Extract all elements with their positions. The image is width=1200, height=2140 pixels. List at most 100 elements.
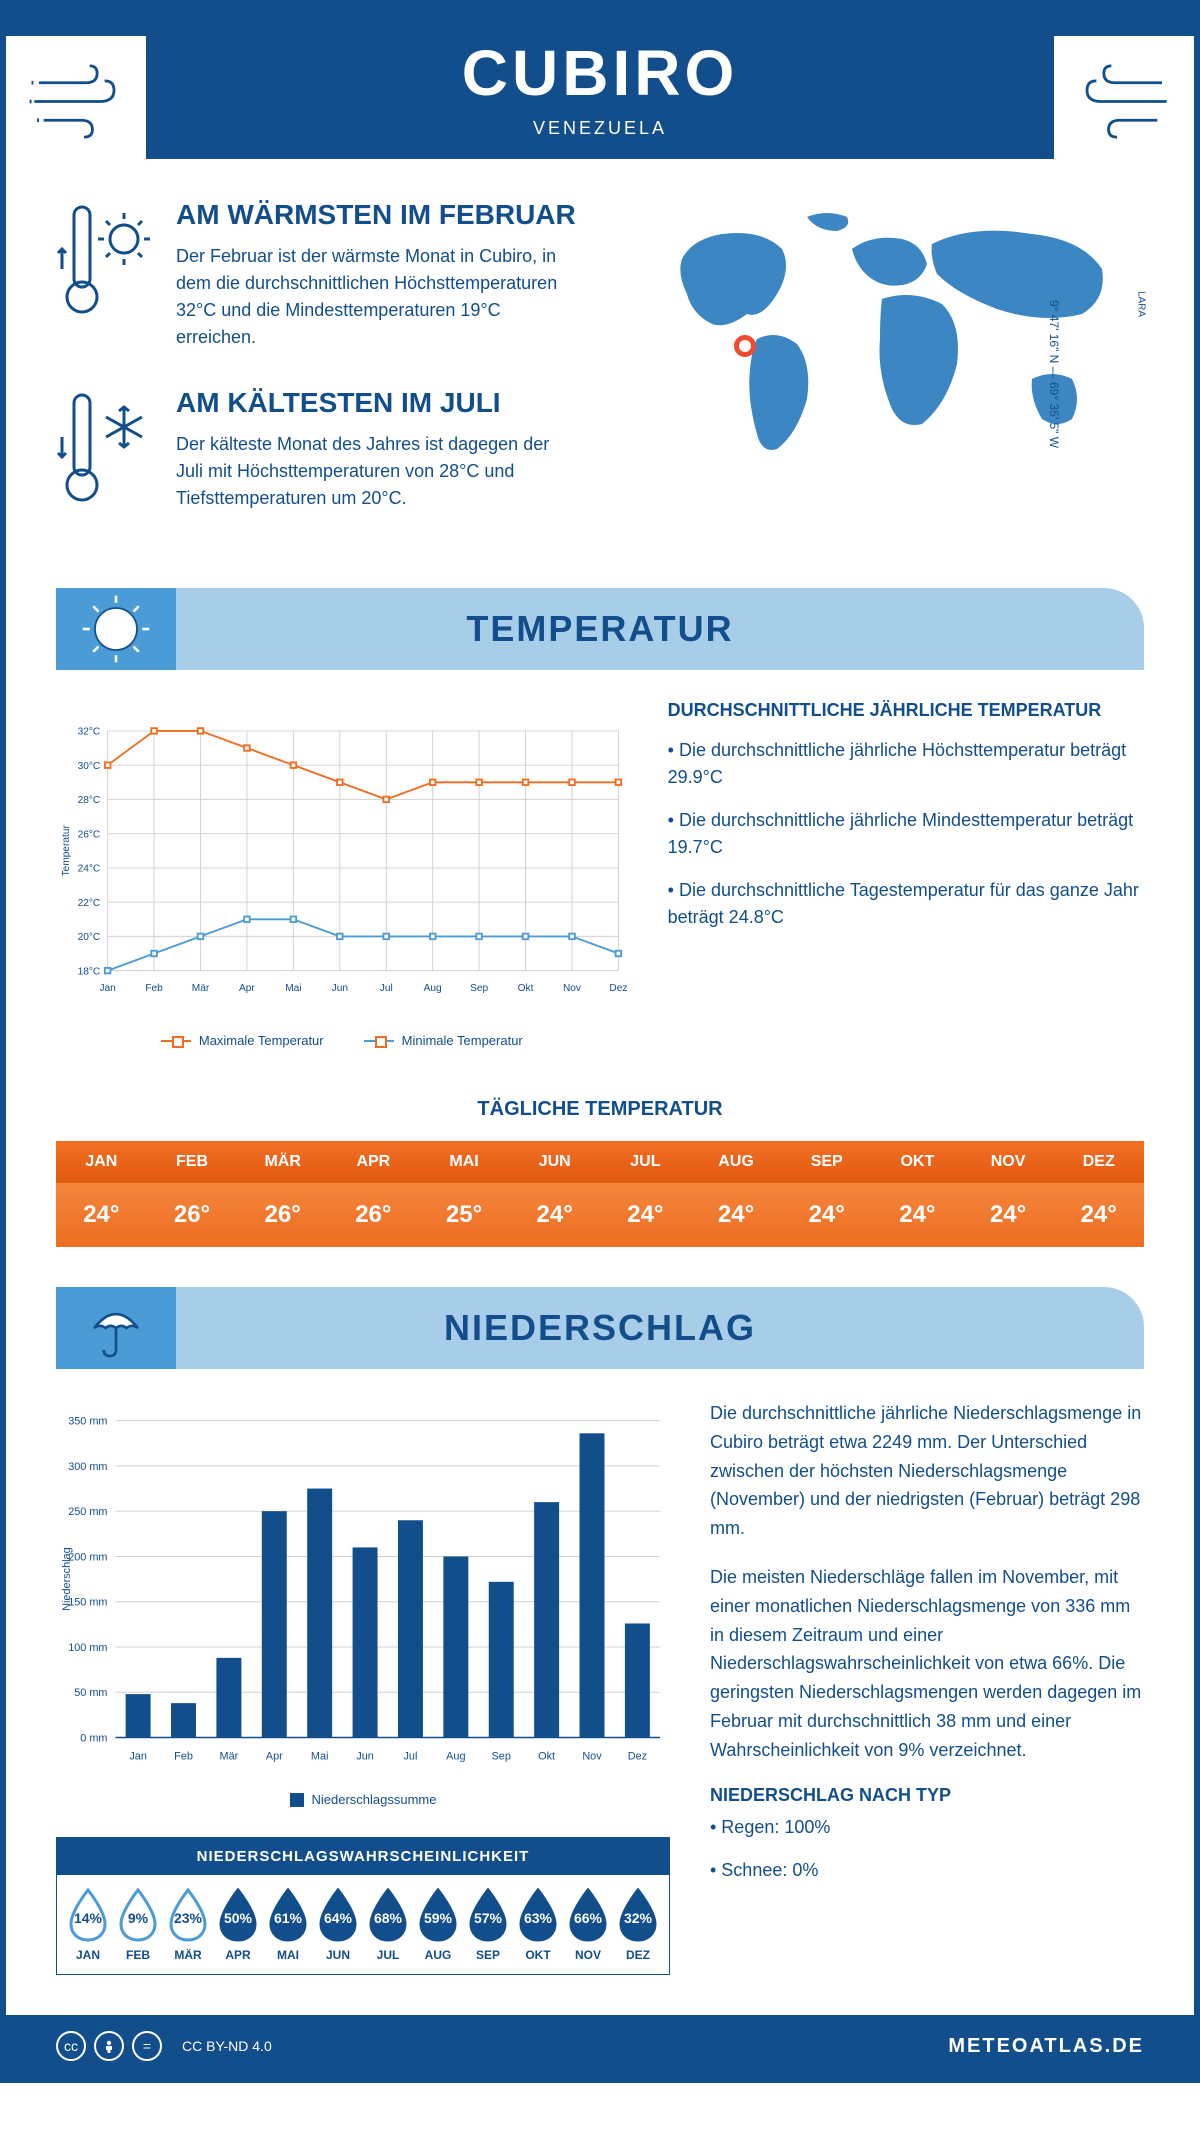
table-value: 25° [419, 1183, 510, 1247]
table-column: DEZ24° [1053, 1141, 1144, 1247]
month-label: JUL [363, 1948, 413, 1962]
svg-text:Niederschlag: Niederschlag [61, 1547, 73, 1610]
table-value: 24° [872, 1183, 963, 1247]
table-header: JUL [600, 1141, 691, 1183]
probability-cell: 23% MÄR [163, 1887, 213, 1962]
warmest-fact: AM WÄRMSTEN IM FEBRUAR Der Februar ist d… [56, 199, 580, 351]
probability-cell: 9%FEB [113, 1887, 163, 1962]
raindrop-icon: 23% [163, 1887, 213, 1942]
daily-temp-table: JAN24°FEB26°MÄR26°APR26°MAI25°JUN24°JUL2… [56, 1141, 1144, 1247]
probability-cell: 68% JUL [363, 1887, 413, 1962]
svg-text:20°C: 20°C [78, 932, 101, 943]
section-title: TEMPERATUR [76, 608, 1124, 650]
svg-text:Jul: Jul [403, 1750, 417, 1762]
svg-text:26°C: 26°C [78, 829, 101, 840]
footer-brand: METEOATLAS.DE [948, 2035, 1144, 2058]
table-value: 24° [963, 1183, 1054, 1247]
raindrop-icon: 9% [113, 1887, 163, 1942]
table-header: JAN [56, 1141, 147, 1183]
month-label: OKT [513, 1948, 563, 1962]
table-header: MAI [419, 1141, 510, 1183]
table-header: NOV [963, 1141, 1054, 1183]
thermometer-sun-icon [56, 199, 156, 319]
svg-text:Mai: Mai [311, 1750, 329, 1762]
raindrop-icon: 63% [513, 1887, 563, 1942]
temperature-line-chart: 18°C20°C22°C24°C26°C28°C30°C32°CJanFebMä… [56, 700, 628, 1020]
svg-text:22°C: 22°C [78, 898, 101, 909]
temperature-section-header: TEMPERATUR [56, 588, 1144, 670]
table-header: AUG [691, 1141, 782, 1183]
probability-cell: 64%JUN [313, 1887, 363, 1962]
wind-icon [1054, 36, 1194, 166]
info-title: DURCHSCHNITTLICHE JÄHRLICHE TEMPERATUR [668, 700, 1144, 721]
svg-text:Apr: Apr [239, 983, 255, 994]
svg-text:100 mm: 100 mm [68, 1642, 107, 1654]
month-label: MÄR [163, 1948, 213, 1962]
nd-icon: = [132, 2031, 162, 2061]
table-value: 24° [509, 1183, 600, 1247]
svg-text:Mär: Mär [192, 983, 210, 994]
svg-text:Nov: Nov [563, 983, 582, 994]
raindrop-icon: 68% [363, 1887, 413, 1942]
svg-text:50 mm: 50 mm [74, 1687, 107, 1699]
svg-text:Okt: Okt [538, 1750, 555, 1762]
raindrop-icon: 66% [563, 1887, 613, 1942]
probability-cell: 50%APR [213, 1887, 263, 1962]
svg-text:Jun: Jun [356, 1750, 374, 1762]
svg-text:200 mm: 200 mm [68, 1551, 107, 1563]
umbrella-icon [56, 1287, 176, 1369]
coldest-fact: AM KÄLTESTEN IM JULI Der kälteste Monat … [56, 387, 580, 512]
sun-icon [56, 588, 176, 670]
precip-paragraph: Die durchschnittliche jährliche Niedersc… [710, 1399, 1144, 1543]
month-label: AUG [413, 1948, 463, 1962]
raindrop-icon: 32% [613, 1887, 663, 1942]
svg-text:24°C: 24°C [78, 864, 101, 875]
page-subtitle: VENEZUELA [56, 118, 1144, 139]
raindrop-icon: 50% [213, 1887, 263, 1942]
region-label: LARA [1135, 291, 1146, 317]
fact-title: AM KÄLTESTEN IM JULI [176, 387, 580, 419]
raindrop-icon: 57% [463, 1887, 513, 1942]
svg-text:30°C: 30°C [78, 761, 101, 772]
precipitation-bar-chart: 0 mm50 mm100 mm150 mm200 mm250 mm300 mm3… [56, 1399, 670, 1779]
table-column: OKT24° [872, 1141, 963, 1247]
table-column: AUG24° [691, 1141, 782, 1247]
table-header: SEP [781, 1141, 872, 1183]
svg-text:28°C: 28°C [78, 795, 101, 806]
table-value: 26° [237, 1183, 328, 1247]
svg-text:300 mm: 300 mm [68, 1461, 107, 1473]
table-value: 24° [56, 1183, 147, 1247]
info-bullet: • Die durchschnittliche Tagestemperatur … [668, 877, 1144, 931]
table-value: 24° [1053, 1183, 1144, 1247]
probability-cell: 32%DEZ [613, 1887, 663, 1962]
world-map [620, 199, 1144, 479]
table-value: 26° [328, 1183, 419, 1247]
table-column: JUN24° [509, 1141, 600, 1247]
probability-cell: 14%JAN [63, 1887, 113, 1962]
fact-text: Der kälteste Monat des Jahres ist dagege… [176, 431, 580, 512]
table-header: MÄR [237, 1141, 328, 1183]
month-label: JUN [313, 1948, 363, 1962]
svg-text:Mai: Mai [285, 983, 301, 994]
type-bullet: • Schnee: 0% [710, 1857, 1144, 1884]
thermometer-snow-icon [56, 387, 156, 507]
info-bullet: • Die durchschnittliche jährliche Mindes… [668, 807, 1144, 861]
svg-text:Okt: Okt [518, 983, 534, 994]
month-label: NOV [563, 1948, 613, 1962]
svg-text:32°C: 32°C [78, 727, 101, 738]
table-header: DEZ [1053, 1141, 1144, 1183]
probability-cell: 61%MAI [263, 1887, 313, 1962]
type-bullet: • Regen: 100% [710, 1814, 1144, 1841]
cc-icon: cc [56, 2031, 86, 2061]
info-bullet: • Die durchschnittliche jährliche Höchst… [668, 737, 1144, 791]
license-text: CC BY-ND 4.0 [182, 2038, 272, 2054]
facts-section: AM WÄRMSTEN IM FEBRUAR Der Februar ist d… [6, 159, 1194, 588]
table-column: SEP24° [781, 1141, 872, 1247]
svg-text:Mär: Mär [220, 1750, 239, 1762]
by-icon [94, 2031, 124, 2061]
svg-text:Temperatur: Temperatur [61, 825, 72, 877]
svg-text:Sep: Sep [492, 1750, 511, 1762]
precipitation-section-header: NIEDERSCHLAG [56, 1287, 1144, 1369]
probability-cell: 66% NOV [563, 1887, 613, 1962]
raindrop-icon: 59% [413, 1887, 463, 1942]
